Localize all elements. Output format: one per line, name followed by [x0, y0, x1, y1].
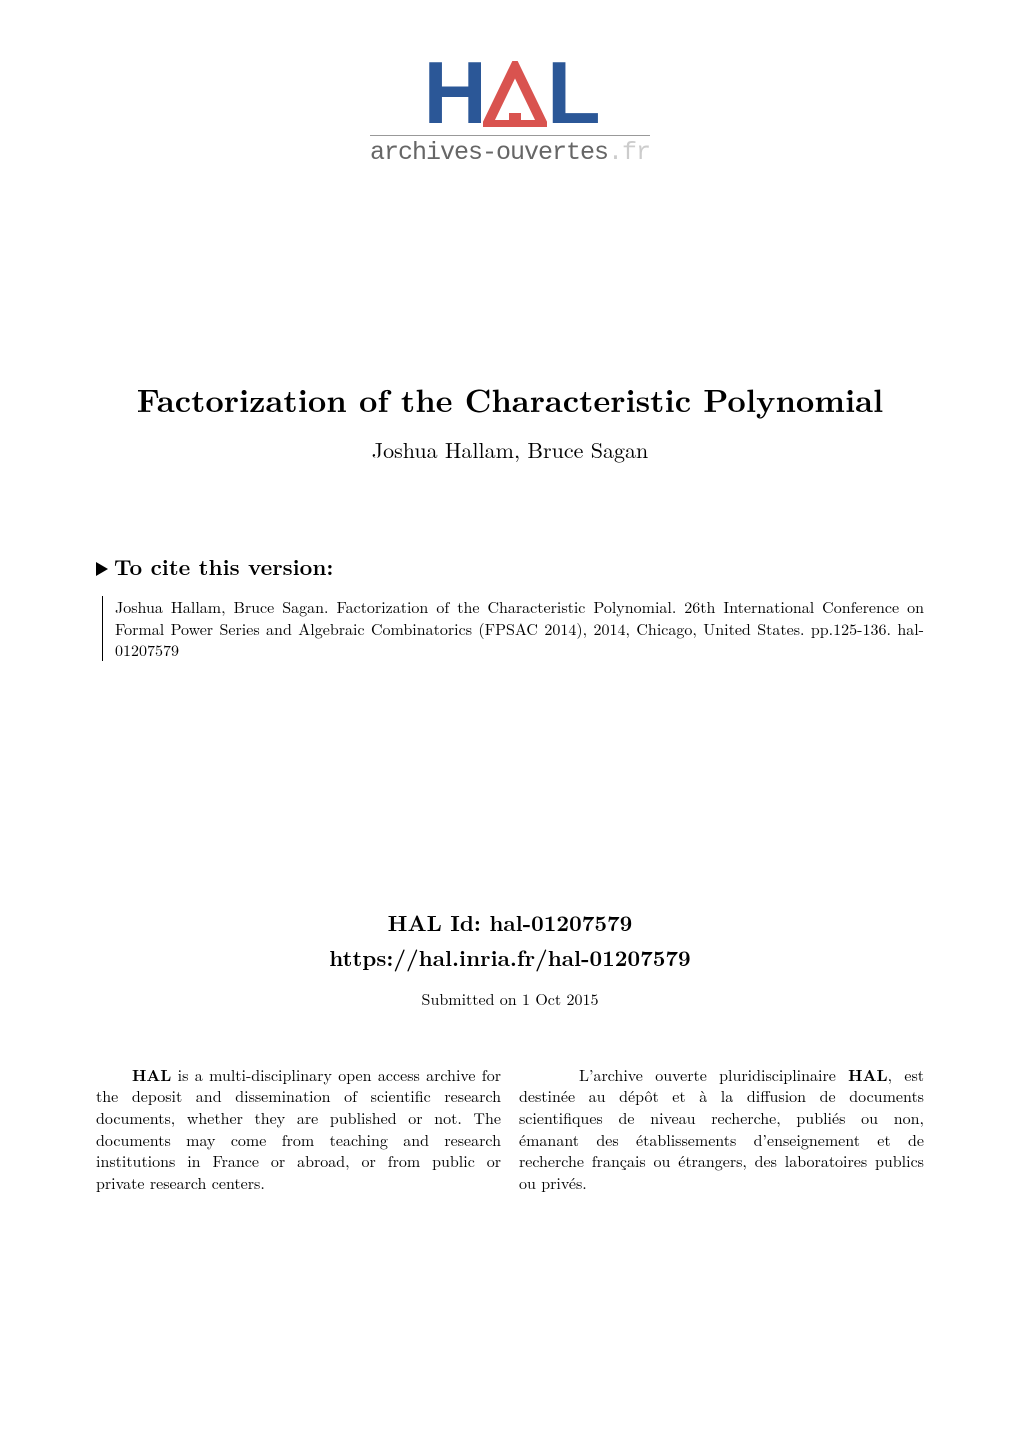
hal-logo-subtitle: archives-ouvertes.fr [370, 129, 650, 167]
description-columns: HAL is a multi-disciplinary open access … [0, 1064, 1020, 1194]
paper-title: Factorization of the Characteristic Poly… [80, 377, 940, 422]
citation-body: Joshua Hallam, Bruce Sagan. Factorizatio… [102, 596, 924, 661]
title-block: Factorization of the Characteristic Poly… [0, 377, 1020, 465]
hal-logo: H L archives-ouvertes.fr [370, 58, 650, 167]
hal-id-block: HAL Id: hal-01207579 https://hal.inria.f… [0, 907, 1020, 1010]
desc-right-lead: HAL [848, 1063, 887, 1086]
hal-logo-text: H L [370, 58, 650, 129]
hal-id-line: HAL Id: hal-01207579 [0, 907, 1020, 938]
desc-left-lead: HAL [132, 1063, 171, 1086]
paper-authors: Joshua Hallam, Bruce Sagan [80, 434, 940, 465]
hal-logo-block: H L archives-ouvertes.fr [0, 0, 1020, 167]
description-right: L’archive ouverte pluridisciplinaire HAL… [519, 1064, 924, 1194]
triangle-bullet-icon [96, 562, 108, 576]
hal-url-line: https://hal.inria.fr/hal-01207579 [0, 942, 1020, 973]
citation-heading-text: To cite this version: [114, 551, 333, 582]
citation-heading: To cite this version: [96, 551, 924, 582]
desc-right-pre: L’archive ouverte pluridisciplinaire [579, 1063, 848, 1086]
description-left: HAL is a multi-disciplinary open access … [96, 1064, 501, 1194]
submission-date: Submitted on 1 Oct 2015 [0, 987, 1020, 1010]
citation-block: To cite this version: Joshua Hallam, Bru… [0, 551, 1020, 661]
